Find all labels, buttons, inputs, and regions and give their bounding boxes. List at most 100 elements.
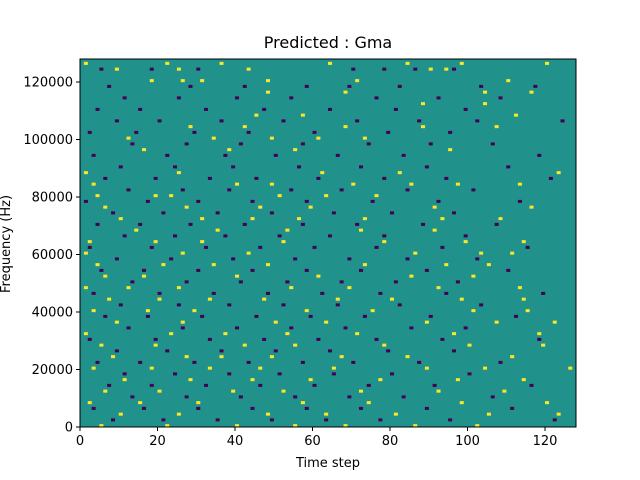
heatmap-cell-low <box>145 199 150 203</box>
heatmap-cell-high <box>517 182 522 186</box>
heatmap-cell-low <box>289 326 294 330</box>
heatmap-cell-high <box>118 412 123 416</box>
heatmap-cell-low <box>219 119 224 123</box>
heatmap-cell-low <box>506 165 511 169</box>
heatmap-cell-high <box>510 251 515 255</box>
heatmap-cell-high <box>521 297 526 301</box>
heatmap-cell-low <box>339 188 344 192</box>
heatmap-cell-high <box>463 240 468 244</box>
heatmap-cell-high <box>83 286 88 290</box>
heatmap-cell-high <box>207 297 212 301</box>
heatmap-cell-low <box>227 188 232 192</box>
heatmap-cell-high <box>486 412 491 416</box>
heatmap-cell-high <box>355 79 360 83</box>
heatmap-cell-high <box>157 389 162 393</box>
heatmap-cell-low <box>374 245 379 249</box>
heatmap-cell-high <box>192 309 197 313</box>
heatmap-cell-low <box>142 406 147 410</box>
heatmap-cell-high <box>87 401 92 405</box>
heatmap-cell-low <box>142 268 147 272</box>
heatmap-cell-low <box>281 303 286 307</box>
heatmap-cell-high <box>176 171 181 175</box>
heatmap-cell-low <box>122 234 127 238</box>
heatmap-cell-low <box>560 119 565 123</box>
heatmap-cell-low <box>262 337 267 341</box>
heatmap-cell-low <box>355 119 360 123</box>
heatmap-cell-low <box>184 280 189 284</box>
heatmap-cell-low <box>335 153 340 157</box>
heatmap-cell-high <box>343 125 348 129</box>
heatmap-cell-high <box>324 412 329 416</box>
heatmap-cell-high <box>99 424 104 428</box>
heatmap-cell-low <box>409 326 414 330</box>
heatmap-cell-low <box>87 130 92 134</box>
heatmap-cell-low <box>238 395 243 399</box>
heatmap-cell-low <box>494 222 499 226</box>
heatmap-cell-high <box>254 113 259 117</box>
heatmap-cell-low <box>269 211 274 215</box>
heatmap-cell-high <box>324 194 329 198</box>
heatmap-cell-high <box>211 136 216 140</box>
heatmap-cell-low <box>390 372 395 376</box>
heatmap-cell-high <box>142 274 147 278</box>
heatmap-cell-high <box>180 320 185 324</box>
heatmap-cell-high <box>297 217 302 221</box>
heatmap-cell-low <box>200 314 205 318</box>
heatmap-cell-low <box>514 314 519 318</box>
heatmap-cell-high <box>176 286 181 290</box>
heatmap-cell-low <box>320 291 325 295</box>
heatmap-cell-low <box>118 165 123 169</box>
heatmap-cell-low <box>293 395 298 399</box>
heatmap-cell-low <box>95 360 100 364</box>
heatmap-cell-low <box>207 176 212 180</box>
heatmap-cell-high <box>421 125 426 129</box>
heatmap-cell-high <box>525 309 530 313</box>
heatmap-cell-high <box>184 355 189 359</box>
heatmap-cell-low <box>130 142 135 146</box>
heatmap-cell-low <box>153 176 158 180</box>
heatmap-cell-high <box>510 355 515 359</box>
heatmap-cell-high <box>122 378 127 382</box>
x-tick-label: 0 <box>76 434 84 449</box>
heatmap-cell-high <box>382 240 387 244</box>
heatmap-cell-high <box>188 125 193 129</box>
heatmap-cell-low <box>273 153 278 157</box>
heatmap-cell-low <box>103 314 108 318</box>
heatmap-cell-low <box>300 142 305 146</box>
heatmap-cell-low <box>312 383 317 387</box>
heatmap-cell-high <box>459 401 464 405</box>
heatmap-cell-low <box>254 314 259 318</box>
heatmap-cell-low <box>87 245 92 249</box>
heatmap-cell-low <box>424 406 429 410</box>
x-tick-label: 120 <box>533 434 558 449</box>
heatmap-cell-high <box>231 389 236 393</box>
heatmap-cell-low <box>250 406 255 410</box>
heatmap-cell-low <box>479 303 484 307</box>
heatmap-cell-high <box>246 67 251 71</box>
heatmap-cell-low <box>359 268 364 272</box>
heatmap-cell-high <box>552 320 557 324</box>
heatmap-cell-high <box>471 274 476 278</box>
heatmap-cell-high <box>479 251 484 255</box>
heatmap-cell-low <box>479 84 484 88</box>
heatmap-cell-low <box>114 349 119 353</box>
heatmap-cell-low <box>510 406 515 410</box>
heatmap-cell-low <box>235 96 240 100</box>
heatmap-cell-high <box>103 389 108 393</box>
heatmap-cell-high <box>568 366 573 370</box>
heatmap-cell-low <box>204 383 209 387</box>
heatmap-cell-low <box>87 337 92 341</box>
x-tick-label: 40 <box>227 434 244 449</box>
heatmap-cell-high <box>107 297 112 301</box>
heatmap-cell-high <box>541 343 546 347</box>
heatmap-cell-low <box>300 222 305 226</box>
heatmap-cell-low <box>258 245 263 249</box>
heatmap-cell-low <box>231 257 236 261</box>
heatmap-cell-high <box>114 67 119 71</box>
heatmap-cell-high <box>91 309 96 313</box>
heatmap-cell-high <box>413 424 418 428</box>
heatmap-cell-low <box>378 418 383 422</box>
heatmap-cell-high <box>300 113 305 117</box>
heatmap-cell-high <box>397 171 402 175</box>
heatmap-cell-low <box>455 280 460 284</box>
